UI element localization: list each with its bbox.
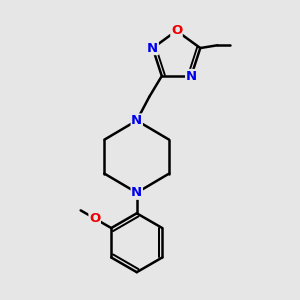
- Text: N: N: [131, 186, 142, 199]
- Text: N: N: [147, 41, 158, 55]
- Text: N: N: [186, 70, 197, 83]
- Text: O: O: [89, 212, 100, 225]
- Text: O: O: [171, 24, 182, 37]
- Text: N: N: [131, 114, 142, 127]
